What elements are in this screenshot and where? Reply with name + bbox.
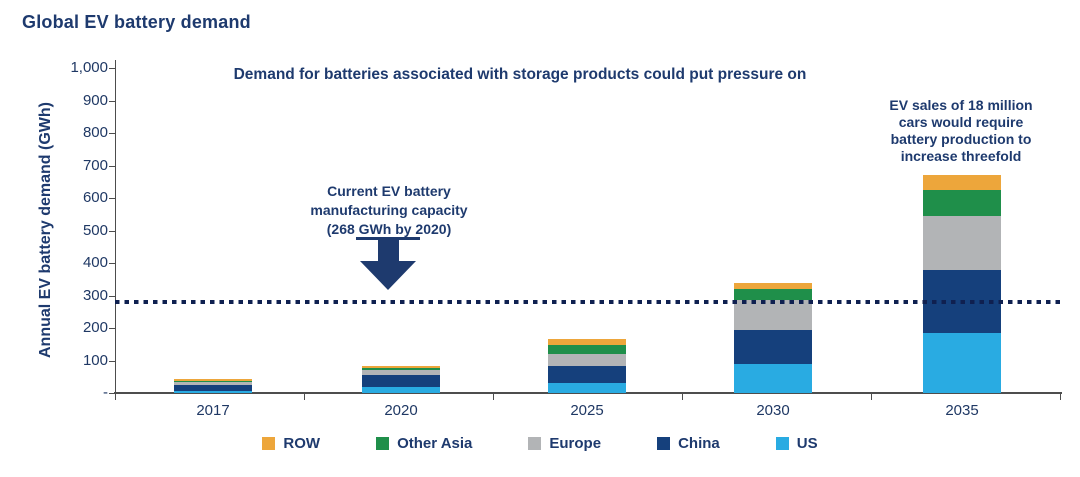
annotation-ev-sales: EV sales of 18 million cars would requir… (850, 97, 1072, 165)
bar-segment-other-asia-2025 (548, 345, 626, 355)
legend-swatch-icon (262, 437, 276, 450)
legend-item-row: ROW (262, 435, 320, 452)
y-tick-label: 300 (82, 286, 108, 304)
annotation-capacity-line2: manufacturing capacity (310, 202, 468, 218)
y-tick-mark (109, 133, 115, 134)
y-tick-label: 400 (82, 254, 108, 271)
annotation-ev-sales-line2: cars would require (898, 114, 1024, 130)
bar-segment-us-2035 (923, 332, 1001, 393)
legend-swatch-icon (376, 437, 390, 450)
bar-segment-row-2030 (734, 282, 812, 289)
bar-segment-us-2030 (734, 363, 812, 393)
x-tick-mark (115, 394, 116, 400)
x-tick-mark (871, 394, 872, 400)
x-tick-label: 2035 (945, 402, 979, 419)
annotation-capacity-line3: (268 GWh by 2020) (326, 221, 452, 237)
legend-item-other-asia: Other Asia (376, 435, 472, 452)
bar-segment-china-2030 (734, 329, 812, 364)
legend-item-china: China (657, 435, 720, 452)
y-tick-mark (109, 295, 115, 297)
y-axis-line (115, 60, 116, 394)
bar-segment-us-2020 (362, 387, 440, 393)
y-tick-mark (109, 165, 115, 167)
x-tick-mark (1060, 394, 1061, 400)
bar-segment-other-asia-2020 (362, 368, 440, 370)
bar-segment-row-2017 (174, 379, 252, 382)
legend-label: China (678, 435, 720, 452)
legend: ROW Other Asia Europe China US (0, 435, 1080, 452)
bar-segment-china-2020 (362, 375, 440, 388)
bar-segment-other-asia-2017 (174, 381, 252, 383)
y-tick-label: 200 (82, 319, 108, 336)
bar-segment-row-2035 (923, 175, 1001, 190)
y-tick-label: 800 (82, 124, 108, 141)
x-tick-label: 2030 (756, 402, 790, 419)
y-tick-mark (109, 68, 115, 69)
page-title: Global EV battery demand (22, 12, 251, 32)
legend-label: US (796, 435, 818, 452)
capacity-reference-line (115, 300, 1060, 304)
bar-segment-china-2025 (548, 366, 626, 383)
chart-subtitle: Demand for batteries associated with sto… (233, 66, 807, 83)
y-tick-label: 500 (82, 221, 108, 239)
bar-segment-china-2017 (174, 384, 252, 392)
legend-label: Other Asia (397, 435, 473, 452)
legend-label: ROW (283, 435, 321, 452)
x-tick-label: 2025 (570, 402, 604, 419)
y-tick-label: 900 (82, 91, 108, 109)
legend-swatch-icon (528, 437, 542, 450)
y-tick-mark (109, 198, 115, 199)
legend-swatch-icon (775, 437, 789, 450)
annotation-capacity: Current EV battery manufacturing capacit… (283, 182, 495, 239)
y-tick-mark (109, 230, 115, 232)
y-tick-mark (109, 328, 115, 329)
bar-segment-europe-2025 (548, 354, 626, 366)
legend-item-europe: Europe (528, 435, 601, 452)
y-tick-mark (109, 100, 115, 102)
bar-segment-europe-2030 (734, 300, 812, 330)
x-axis-line (114, 392, 1062, 394)
annotation-ev-sales-line4: increase threefold (900, 148, 1022, 164)
x-tick-label: 2020 (384, 402, 418, 419)
bar-segment-other-asia-2035 (923, 189, 1001, 216)
down-arrow-icon (354, 237, 422, 290)
legend-label: Europe (549, 435, 602, 452)
bar-segment-europe-2035 (923, 215, 1001, 270)
x-tick-mark (682, 394, 683, 400)
y-tick-mark (109, 360, 115, 362)
x-tick-mark (493, 394, 494, 400)
y-tick-label: 1,000 (70, 59, 108, 76)
legend-item-us: US (775, 435, 818, 452)
y-tick-label: 600 (82, 189, 108, 206)
annotation-ev-sales-line3: battery production to (890, 131, 1032, 147)
y-tick-mark (109, 393, 115, 394)
annotation-ev-sales-line1: EV sales of 18 million (889, 97, 1033, 113)
y-tick-label: 100 (82, 351, 108, 369)
bar-segment-row-2020 (362, 366, 440, 369)
annotation-capacity-line1: Current EV battery (327, 183, 451, 199)
bar-segment-us-2017 (174, 391, 252, 393)
bar-segment-us-2025 (548, 382, 626, 393)
x-tick-label: 2017 (196, 402, 230, 419)
y-tick-label: 700 (82, 156, 108, 174)
y-tick-label: - (103, 384, 108, 401)
y-tick-mark (109, 263, 115, 264)
bar-segment-other-asia-2030 (734, 289, 812, 301)
bar-segment-europe-2020 (362, 369, 440, 376)
bar-segment-row-2025 (548, 339, 626, 346)
bar-segment-europe-2017 (174, 382, 252, 385)
x-tick-mark (304, 394, 305, 400)
legend-swatch-icon (657, 437, 671, 450)
